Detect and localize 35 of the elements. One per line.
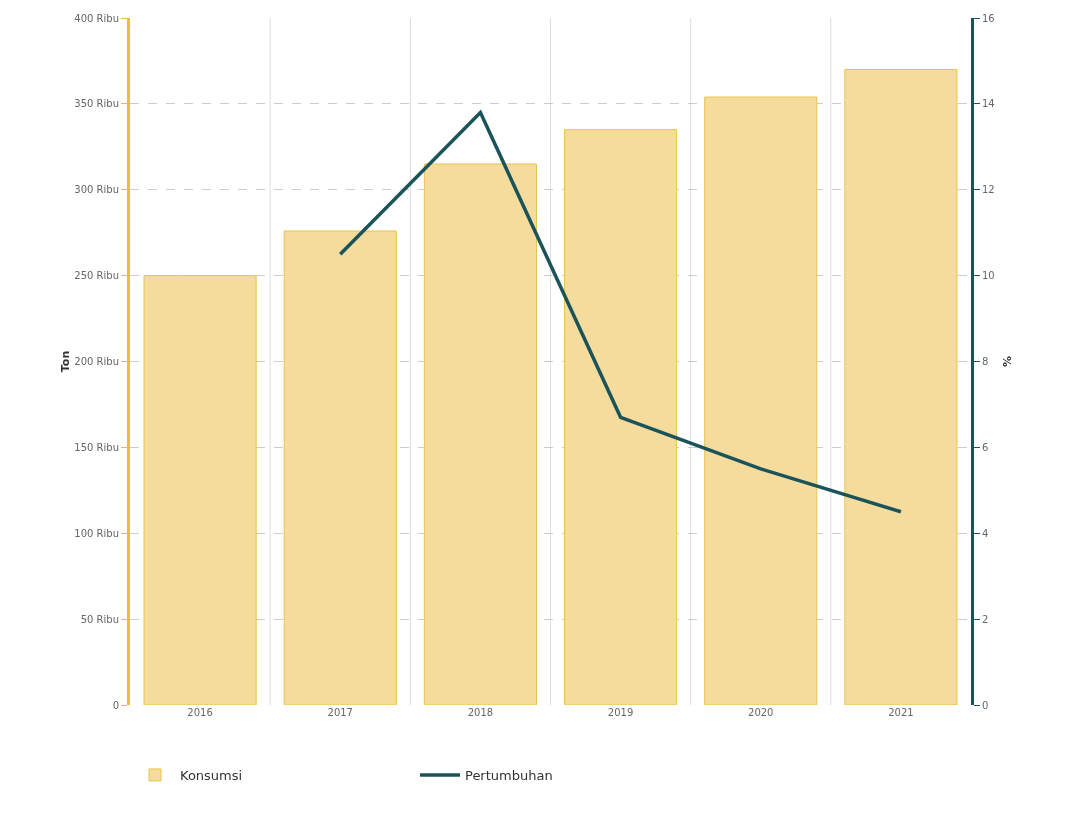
bar [564, 129, 678, 705]
y2-tick-label: 8 [982, 356, 989, 367]
y-axis-title: Ton [59, 350, 73, 373]
y-tick-label: 400 Ribu [74, 12, 119, 24]
x-tick-label: 2019 [607, 707, 634, 718]
y-tick-label: 250 Ribu [74, 270, 119, 282]
legend-label: Pertumbuhan [465, 767, 553, 783]
y2-tick-label: 0 [982, 699, 989, 711]
x-tick-label: 2020 [748, 707, 774, 718]
bar [844, 69, 958, 705]
y-tick-label: 350 Ribu [74, 98, 119, 110]
bar [283, 230, 397, 705]
y-tick-label: 300 Ribu [74, 184, 119, 196]
bar [423, 163, 537, 705]
y-tick-label: 100 Ribu [74, 527, 119, 539]
y2-tick-label: 16 [982, 12, 995, 24]
y2-tick-label: 14 [982, 98, 995, 110]
x-tick-label: 2018 [467, 707, 494, 718]
legend-label: Konsumsi [180, 767, 243, 783]
y2-tick-label: 6 [982, 441, 989, 453]
line-series [338, 110, 903, 514]
y-tick-label: 0 [112, 699, 119, 711]
y2-tick-label: 4 [982, 527, 989, 539]
x-tick-label: 2021 [888, 707, 914, 718]
y2-tick-label: 12 [982, 184, 995, 196]
y2-axis-title: % [1000, 355, 1014, 368]
y-tick-label: 150 Ribu [74, 441, 119, 453]
y2-tick-label: 10 [982, 270, 995, 282]
bar [143, 275, 257, 705]
x-tick-label: 2016 [187, 707, 213, 718]
y2-tick-label: 2 [982, 613, 989, 625]
bar [704, 96, 818, 705]
y-tick-label: 50 Ribu [80, 613, 119, 625]
y-tick-label: 200 Ribu [74, 356, 119, 367]
x-tick-label: 2017 [327, 707, 353, 718]
